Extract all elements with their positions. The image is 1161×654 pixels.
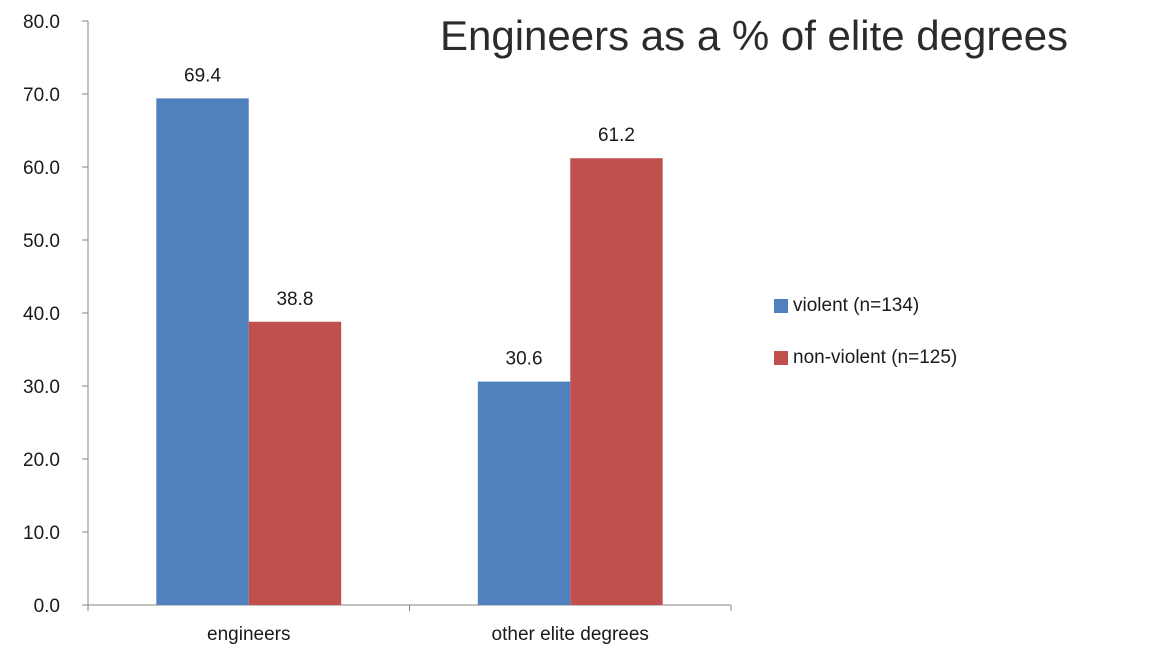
- data-label: 69.4: [184, 65, 221, 86]
- x-tick-label: other elite degrees: [492, 624, 649, 645]
- legend-item-violent: violent (n=134): [774, 294, 957, 318]
- legend-label-non-violent: non-violent (n=125): [793, 347, 958, 368]
- bar: [156, 98, 249, 605]
- bar: [570, 158, 663, 606]
- y-tick-label: 0.0: [34, 596, 60, 617]
- chart-title: Engineers as a % of elite degrees: [440, 12, 1069, 59]
- y-tick-label: 30.0: [23, 377, 60, 398]
- y-tick-label: 40.0: [23, 304, 60, 325]
- legend-swatch-non-violent: [774, 351, 788, 365]
- legend-item-non-violent: non-violent (n=125): [774, 346, 957, 370]
- data-label: 30.6: [506, 349, 543, 370]
- legend-label-violent: violent (n=134): [793, 295, 920, 316]
- legend-swatch-violent: [774, 299, 788, 313]
- y-tick-label: 70.0: [23, 85, 60, 106]
- chart-axes: 0.0 10.0 20.0 30.0 40.0 50.0 60.0 70.0 80.0 engin…: [23, 12, 732, 645]
- chart-legend: violent (n=134) non-violent (n=125): [774, 294, 957, 398]
- x-tick-label: engineers: [207, 624, 290, 645]
- data-label: 61.2: [598, 125, 635, 146]
- y-tick-label: 60.0: [23, 158, 60, 179]
- chart-bars: [156, 98, 663, 606]
- y-tick-label: 80.0: [23, 12, 60, 33]
- bar: [248, 321, 342, 605]
- y-tick-label: 10.0: [23, 523, 60, 544]
- y-tick-label: 20.0: [23, 450, 60, 471]
- y-tick-label: 50.0: [23, 231, 60, 252]
- chart-labels: 69.4 30.6 38.8 61.2: [184, 65, 635, 369]
- bar: [477, 381, 571, 605]
- data-label: 38.8: [276, 289, 313, 310]
